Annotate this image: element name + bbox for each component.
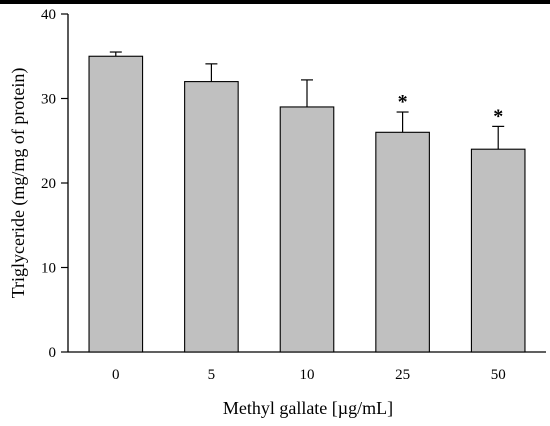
x-tick-label-10: 10 [300,367,315,383]
top-border-bar [0,0,550,4]
y-axis-label: Triglyceride (mg/mg of protein) [8,68,29,299]
bar-10 [279,106,335,353]
y-tick-label-3: 30 [41,92,56,108]
x-tick-label-50: 50 [491,367,506,383]
plot-area: 0 10 20 30 40 0 5 10 * 25 * 50 [41,7,546,383]
x-tick-label-5: 5 [208,367,216,383]
bar-25 [375,131,430,353]
x-tick-label-25: 25 [395,367,410,383]
bar-50 [470,148,526,353]
y-tick-label-2: 20 [41,176,56,192]
y-tick-label-4: 40 [41,7,56,23]
y-tick-label-0: 0 [49,345,57,361]
significance-marker-50: * [493,105,503,127]
x-tick-label-0: 0 [112,367,120,383]
significance-marker-25: * [398,91,408,113]
x-axis-label: Methyl gallate [µg/mL] [223,398,393,418]
bar-0 [88,55,144,353]
y-tick-label-1: 10 [41,261,56,277]
bar-5 [184,81,239,353]
